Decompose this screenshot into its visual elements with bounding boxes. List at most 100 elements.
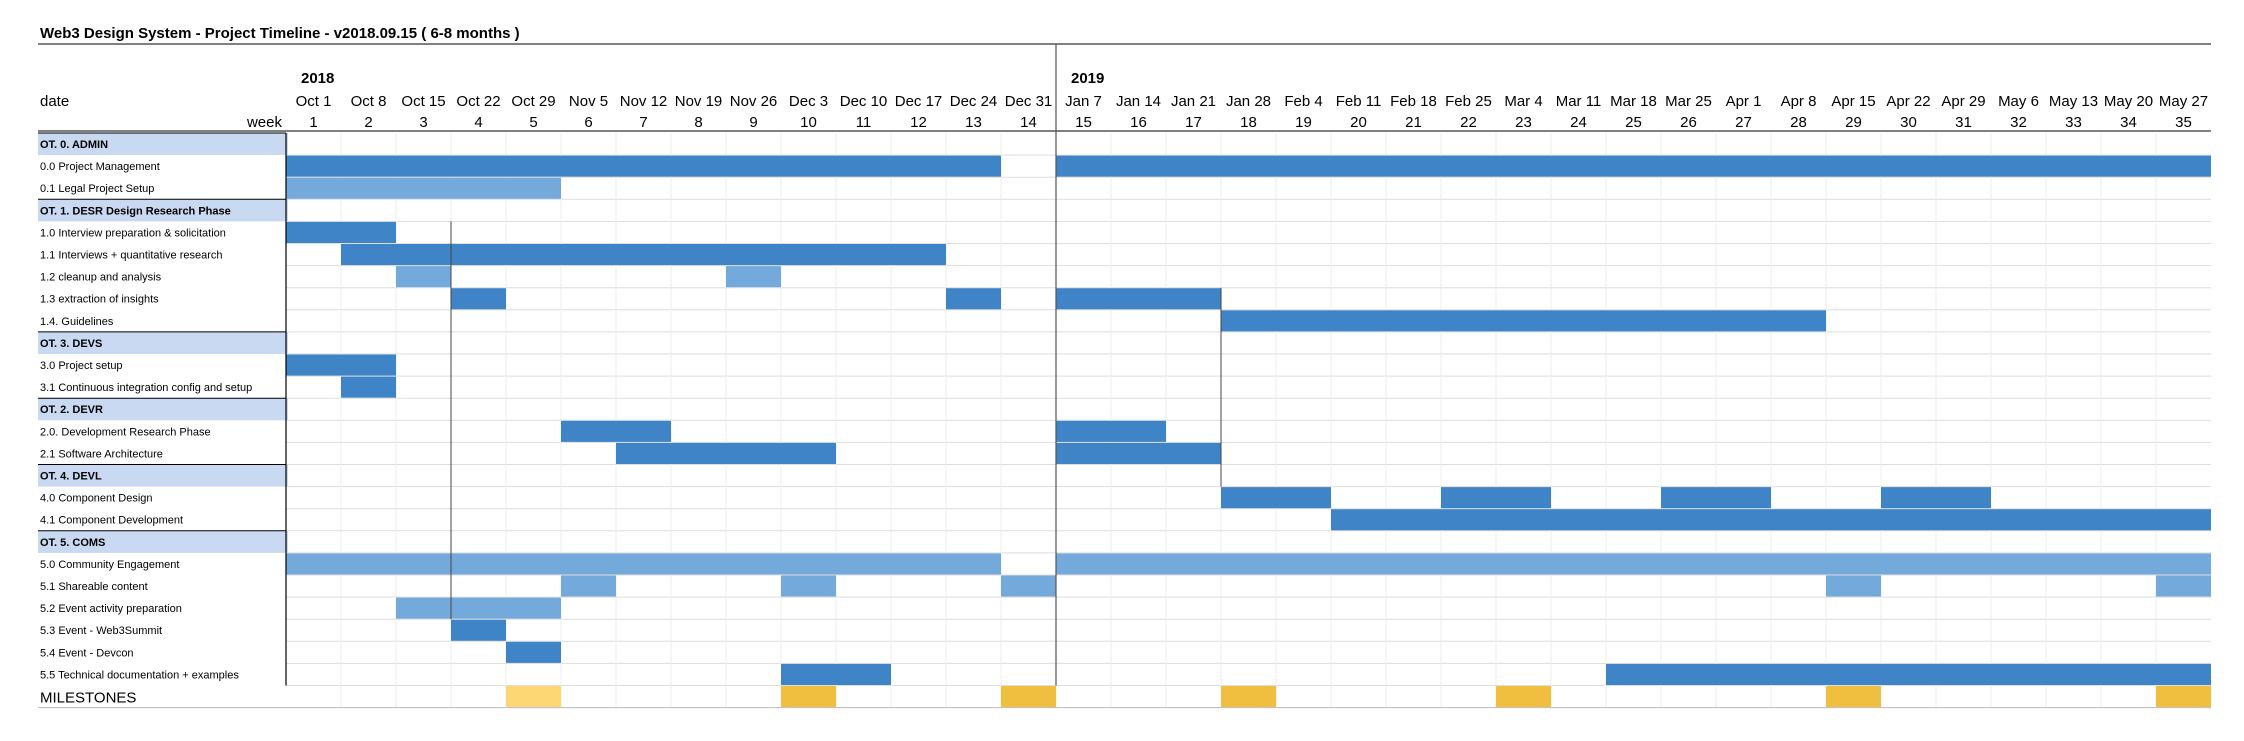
task-label: 1.4. Guidelines (40, 316, 114, 328)
gantt-bar (396, 597, 561, 619)
milestones-label: MILESTONES (40, 690, 136, 707)
category-band (38, 331, 288, 354)
task-label: 5.1 Shareable content (40, 581, 148, 593)
task-label: 5.0 Community Engagement (40, 559, 179, 571)
gantt-bar (1056, 442, 1221, 464)
gantt-bar (506, 641, 561, 663)
date-tick-label: Nov 26 (730, 93, 778, 110)
gantt-bar (1221, 487, 1331, 509)
week-tick-label: 11 (856, 114, 872, 131)
category-label: OT. 0. ADMIN (40, 139, 108, 151)
date-tick-label: Feb 11 (1336, 93, 1382, 110)
gantt-bar (1881, 487, 1991, 509)
task-label: 2.1 Software Architecture (40, 448, 163, 460)
milestone-marker (2156, 686, 2211, 708)
gantt-bar (1056, 288, 1221, 310)
gantt-bar (451, 619, 506, 641)
date-tick-label: Feb 25 (1445, 93, 1492, 110)
milestone-marker (1001, 686, 1056, 708)
week-tick-label: 9 (749, 114, 757, 131)
task-label: 3.0 Project setup (40, 360, 123, 372)
week-tick-label: 23 (1515, 114, 1532, 131)
date-tick-label: Apr 22 (1886, 93, 1930, 110)
category-label: OT. 2. DEVR (40, 404, 103, 416)
date-tick-label: Dec 31 (1005, 93, 1053, 110)
week-tick-label: 18 (1240, 114, 1257, 131)
gantt-bar (2156, 575, 2211, 597)
task-label: 1.0 Interview preparation & solicitation (40, 227, 226, 239)
week-tick-label: 3 (419, 114, 427, 131)
week-tick-label: 5 (529, 114, 537, 131)
date-tick-label: Oct 1 (296, 93, 332, 110)
gantt-bar (1056, 155, 2211, 177)
category-band (38, 398, 288, 421)
date-tick-label: Jan 14 (1116, 93, 1161, 110)
week-tick-label: 26 (1680, 114, 1697, 131)
category-label: OT. 3. DEVS (40, 338, 102, 350)
gantt-bar (1441, 487, 1551, 509)
week-tick-label: 30 (1900, 114, 1917, 131)
date-tick-label: Apr 1 (1726, 93, 1762, 110)
gantt-bar (286, 155, 1001, 177)
week-tick-label: 4 (474, 114, 482, 131)
gantt-bar (1661, 487, 1771, 509)
week-tick-label: 10 (800, 114, 817, 131)
task-label: 1.2 cleanup and analysis (40, 272, 162, 284)
week-tick-label: 1 (309, 114, 317, 131)
date-tick-label: Dec 17 (895, 93, 943, 110)
task-label: 1.3 extraction of insights (40, 294, 159, 306)
gantt-bar (1826, 575, 1881, 597)
task-label: 0.1 Legal Project Setup (40, 183, 154, 195)
week-tick-label: 27 (1735, 114, 1752, 131)
week-tick-label: 7 (639, 114, 647, 131)
week-tick-label: 21 (1405, 114, 1422, 131)
category-label: OT. 5. COMS (40, 537, 105, 549)
gantt-bar (1331, 509, 2211, 531)
date-tick-label: Jan 21 (1171, 93, 1216, 110)
year-label-1: 2019 (1071, 70, 1104, 87)
milestone-marker (781, 686, 836, 708)
date-tick-label: Nov 12 (620, 93, 668, 110)
date-tick-label: May 20 (2104, 93, 2153, 110)
gantt-bar (1221, 310, 1826, 332)
task-label: 5.5 Technical documentation + examples (40, 669, 239, 681)
date-tick-label: Oct 8 (351, 93, 387, 110)
week-tick-label: 14 (1020, 114, 1037, 131)
milestone-marker (1221, 686, 1276, 708)
gantt-bar (561, 420, 671, 442)
category-band (38, 530, 288, 553)
week-tick-label: 25 (1625, 114, 1642, 131)
category-label: OT. 4. DEVL (40, 471, 102, 483)
date-header-label: date (40, 93, 69, 110)
gantt-bar (1056, 553, 2211, 575)
week-tick-label: 8 (694, 114, 702, 131)
date-tick-label: Apr 8 (1781, 93, 1817, 110)
date-tick-label: Dec 24 (950, 93, 998, 110)
date-tick-label: Mar 18 (1610, 93, 1657, 110)
category-label: OT. 1. DESR Design Research Phase (40, 205, 231, 217)
week-tick-label: 22 (1460, 114, 1477, 131)
gantt-bar (1056, 420, 1166, 442)
date-tick-label: Mar 4 (1504, 93, 1542, 110)
date-tick-label: Jan 28 (1226, 93, 1271, 110)
year-label-0: 2018 (301, 70, 334, 87)
week-tick-label: 28 (1790, 114, 1807, 131)
date-tick-label: Feb 18 (1390, 93, 1437, 110)
date-tick-label: Nov 5 (569, 93, 608, 110)
week-tick-label: 29 (1845, 114, 1862, 131)
week-tick-label: 2 (364, 114, 372, 131)
week-tick-label: 35 (2175, 114, 2192, 131)
date-tick-label: Mar 11 (1556, 93, 1602, 110)
chart-title: Web3 Design System - Project Timeline - … (40, 25, 520, 42)
date-tick-label: Feb 4 (1284, 93, 1322, 110)
milestone-marker (1826, 686, 1881, 708)
gantt-bar (781, 663, 891, 685)
gantt-bar (781, 575, 836, 597)
week-tick-label: 19 (1295, 114, 1312, 131)
date-tick-label: Oct 29 (511, 93, 555, 110)
task-label: 1.1 Interviews + quantitative research (40, 250, 223, 262)
date-tick-label: Nov 19 (675, 93, 723, 110)
week-tick-label: 24 (1570, 114, 1587, 131)
date-tick-label: May 13 (2049, 93, 2098, 110)
